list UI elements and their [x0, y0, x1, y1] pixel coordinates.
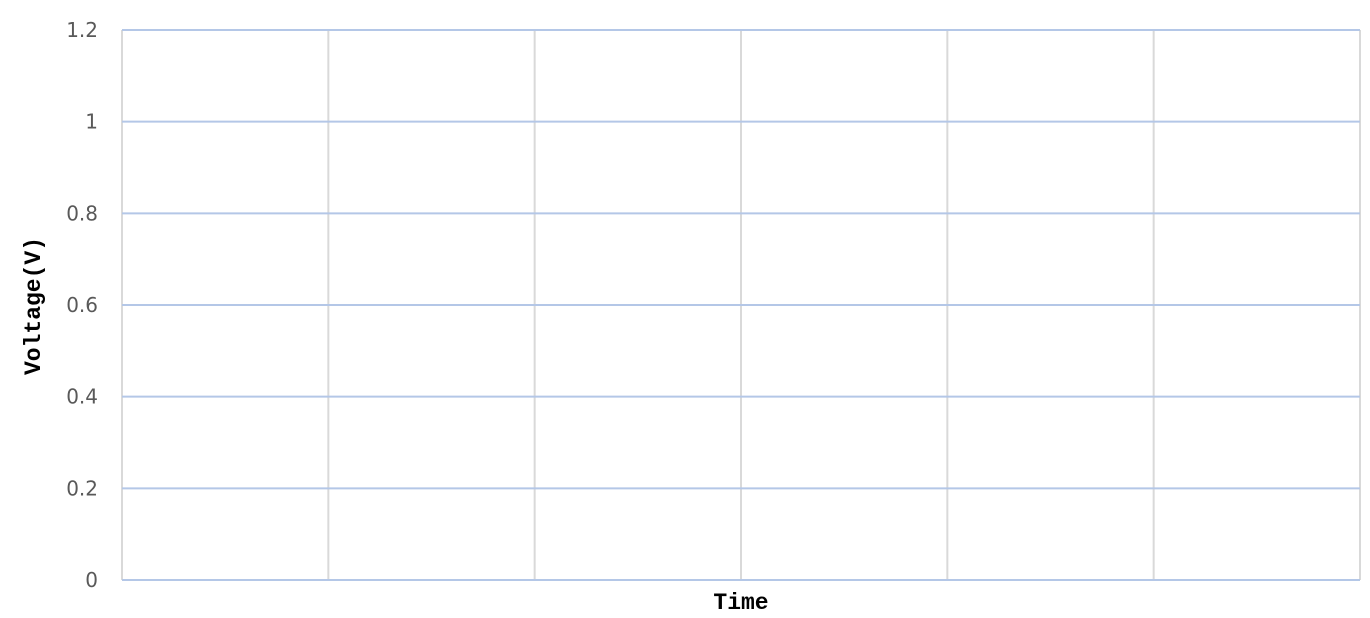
- y-tick-label: 1.2: [66, 18, 98, 42]
- y-axis-title: Voltage(V): [21, 237, 47, 375]
- y-tick-label: 0.2: [66, 476, 98, 500]
- y-tick-label: 1: [85, 110, 98, 134]
- y-tick-label: 0.4: [66, 385, 98, 409]
- y-tick-label: 0: [85, 568, 98, 592]
- y-tick-labels: 0 0.2 0.4 0.6 0.8 1 1.2: [66, 18, 98, 592]
- x-axis-title: Time: [713, 590, 768, 616]
- horizontal-gridlines: [122, 29, 1360, 581]
- y-tick-label: 0.6: [66, 293, 98, 317]
- y-tick-label: 0.8: [66, 201, 98, 225]
